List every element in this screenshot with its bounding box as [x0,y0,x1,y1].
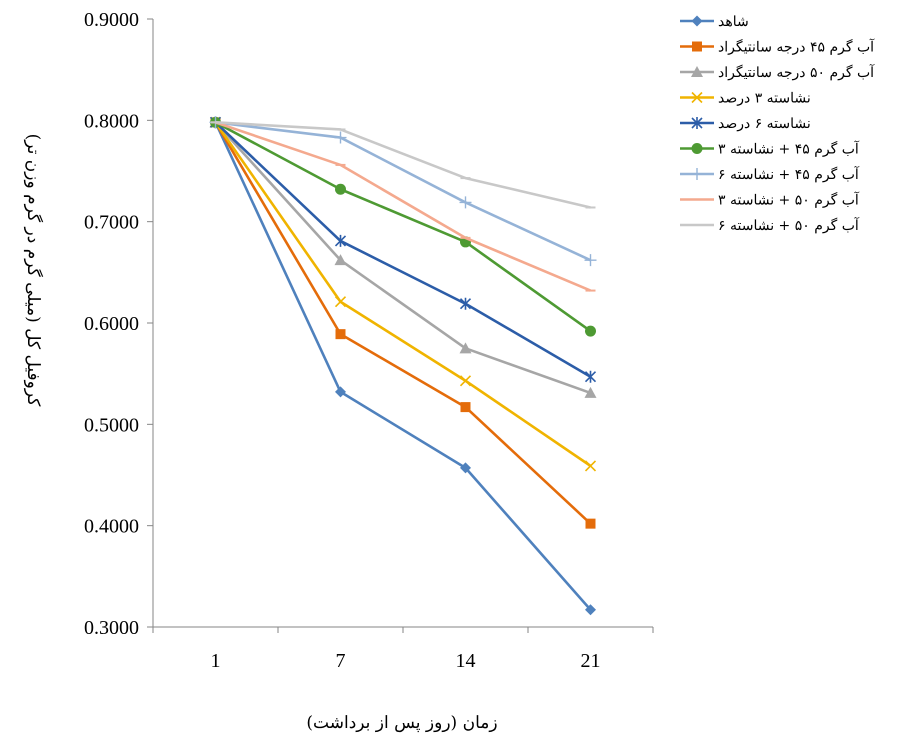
legend-marker [691,168,703,180]
legend-item: نشاسته ۳ درصد [680,91,811,107]
legend-marker [691,66,703,77]
legend-marker [692,41,702,52]
legend-item: آب گرم ۵۰ درجه سانتیگراد [680,63,875,81]
legend-label: آب گرم ۵۰ درجه سانتیگراد [718,63,875,81]
legend-label: آب گرم ۵۰ + نشاسته ۳ [718,191,860,209]
y-tick-label: 0.7000 [84,212,139,234]
data-point [584,370,597,383]
data-point [334,131,347,144]
axes [147,18,654,633]
y-tick-label: 0.8000 [84,110,139,132]
legend-label: آب گرم ۵۰ + نشاسته ۶ [718,216,860,234]
series-line [215,121,592,292]
legend-marker [691,15,703,27]
legend-item: آب گرم ۴۵ + نشاسته ۶ [680,165,860,183]
legend-item: آب گرم ۵۰ + نشاسته ۶ [680,216,860,234]
series-line [215,121,591,209]
series-line [214,121,592,467]
series-line [214,121,592,333]
legend-label: آب گرم ۴۵ + نشاسته ۳ [718,140,860,158]
data-point [460,402,471,413]
data-point [585,518,596,529]
legend-label: آب گرم ۴۵ درجه سانتیگراد [718,38,875,56]
data-point [335,183,346,195]
legend-item: شاهد [680,14,749,30]
y-tick-label: 0.3000 [84,617,139,639]
data-point [584,254,597,267]
series-3 [209,116,597,398]
data-point [335,329,346,340]
series-line [214,121,591,395]
data-point [459,342,472,354]
x-tick-label: 1 [211,650,221,672]
x-tick-label: 14 [456,650,476,672]
x-tick-labels: 1 7 14 21 [211,650,601,672]
data-point [335,386,346,398]
series-1 [210,116,596,616]
series-line [215,121,592,262]
y-tick-label: 0.4000 [84,516,139,538]
legend-marker [691,117,703,129]
legend-label: نشاسته ۶ درصد [718,116,811,132]
legend-label: آب گرم ۴۵ + نشاسته ۶ [718,165,860,183]
data-point [334,234,347,247]
series-line [214,121,592,525]
series-line [214,121,592,611]
x-tick-label: 21 [581,650,601,672]
data-point [585,604,596,616]
legend-marker [691,91,703,104]
legend-item: نشاسته ۶ درصد [680,116,811,132]
series-6 [210,116,596,337]
data-point [334,296,347,308]
y-tick-label: 0.5000 [84,414,139,436]
series-layer [209,116,597,616]
y-tick-label: 0.6000 [84,313,139,335]
data-point [459,297,472,310]
data-point [459,196,472,209]
data-point [334,254,347,266]
legend-item: آب گرم ۴۵ درجه سانتیگراد [680,38,875,56]
legend-label: شاهد [718,14,749,30]
series-line [214,121,592,378]
data-point [584,460,597,472]
legend: شاهد آب گرم ۴۵ درجه سانتیگراد آب گرم ۵۰ در… [680,14,875,234]
series-8 [210,121,596,292]
data-point [459,375,472,387]
legend-item: آب گرم ۴۵ + نشاسته ۳ [680,140,860,158]
legend-item: آب گرم ۵۰ + نشاسته ۳ [680,191,860,209]
x-tick-label: 7 [336,650,346,672]
data-point [584,386,597,398]
series-9 [210,121,596,209]
data-point [460,462,471,474]
y-tick-label: 0.9000 [84,9,139,31]
legend-label: نشاسته ۳ درصد [718,91,811,107]
y-axis-title: کروفیل کل (میلی گرم در گرم وزن تر) [23,134,44,408]
x-axis-title: زمان (روز پس از برداشت) [306,713,497,733]
y-tick-labels: 0.3000 0.4000 0.5000 0.6000 0.7000 0.8000 0.90… [84,9,139,639]
legend-marker [691,143,703,154]
data-point [585,325,596,337]
